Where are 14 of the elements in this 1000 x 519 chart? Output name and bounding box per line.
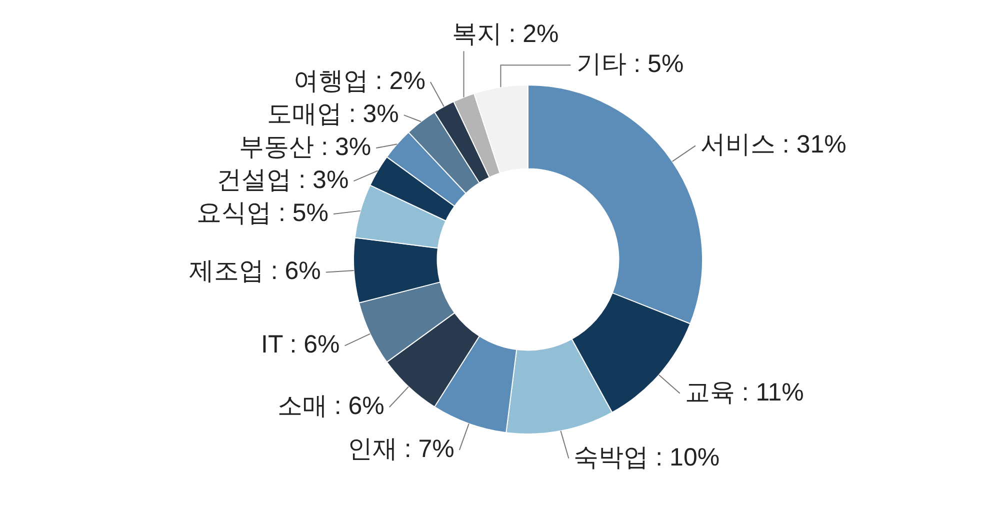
slice-label: 서비스 : 31% (700, 130, 846, 159)
slice-label: 건설업 : 3% (216, 166, 349, 194)
slice-label: 인재 : 7% (347, 434, 454, 463)
slice-label: 부동산 : 3% (239, 132, 372, 161)
slice-label: 요식업 : 5% (196, 198, 329, 227)
slice-label: 소매 : 6% (277, 392, 384, 420)
slice-label: 제조업 : 6% (188, 257, 321, 286)
slice-label: 복지 : 2% (452, 20, 559, 48)
slice-label: 교육 : 11% (684, 378, 804, 406)
slice-label: 도매업 : 3% (266, 100, 399, 128)
slice-label: 숙박업 : 10% (574, 443, 720, 472)
slice-label: IT : 6% (261, 330, 340, 359)
slice-label: 기타 : 5% (576, 50, 684, 78)
slice-label: 여행업 : 2% (293, 66, 426, 95)
